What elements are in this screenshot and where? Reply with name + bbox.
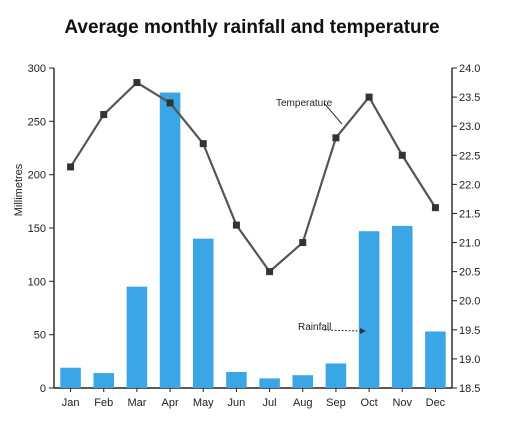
rainfall-bar [93, 373, 115, 388]
y2-tick-label: 20.0 [459, 296, 480, 308]
y2-tick-label: 19.0 [459, 354, 480, 366]
temperature-line [69, 81, 437, 274]
x-tick-label: Nov [392, 397, 412, 409]
temperature-point [133, 79, 141, 87]
rainfall-bar [358, 231, 380, 388]
x-tick-label: Dec [426, 397, 446, 409]
y-axis-label: Millimetres [13, 163, 25, 216]
rainfall-bar [126, 286, 148, 388]
y2-tick-label: 22.5 [459, 150, 480, 162]
temperature-point [67, 163, 75, 171]
rainfall-bar [159, 92, 181, 389]
y-tick-label: 300 [28, 63, 46, 75]
rainfall-bar [425, 331, 446, 388]
y2-tick-label: 21.5 [459, 208, 480, 220]
rainfall-annotation: Rainfall [298, 322, 331, 333]
y-tick-label: 250 [28, 116, 46, 128]
x-tick-label: Jun [228, 397, 246, 409]
temperature-point [266, 268, 274, 276]
x-tick-label: Mar [127, 397, 146, 409]
y2-tick-label: 18.5 [459, 383, 480, 395]
temperature-point [365, 93, 373, 101]
rainfall-annotation-arrow [360, 328, 366, 334]
y2-tick-label: 23.5 [459, 92, 480, 104]
temperature-point [398, 151, 406, 159]
temperature-annotation-leader [323, 102, 343, 125]
rainfall-bar [192, 238, 214, 388]
rainfall-bar [325, 363, 347, 388]
temperature-annotation: Temperature [276, 98, 333, 109]
rainfall-bar [60, 367, 81, 388]
x-tick-label: Feb [94, 397, 113, 409]
y-tick-label: 100 [28, 276, 46, 288]
rainfall-bar [259, 378, 280, 388]
temperature-point [332, 134, 340, 142]
rainfall-annotation-leader [323, 329, 361, 332]
x-tick-label: Sep [326, 397, 346, 409]
rainfall-bar [391, 225, 413, 388]
temperature-point [431, 204, 439, 212]
plot-area: 0 50 100 150 200 250 300 18.5 19.0 19.5 20.0 20.5 21… [28, 63, 481, 409]
temperature-point [299, 239, 307, 247]
rainfall-bar [292, 375, 314, 388]
temperature-point [100, 111, 108, 119]
y-tick-label: 50 [34, 330, 46, 342]
y2-tick-label: 20.5 [459, 267, 480, 279]
x-tick-label: May [193, 397, 214, 409]
rainfall-bar [226, 372, 247, 388]
y2-tick-label: 21.0 [459, 238, 480, 250]
y2-tick-label: 19.5 [459, 325, 480, 337]
y2-tick-label: 22.0 [459, 179, 480, 191]
temperature-point [166, 99, 174, 107]
temperature-point [232, 221, 240, 229]
x-tick-label: Oct [361, 397, 378, 409]
y-tick-label: 200 [28, 170, 46, 182]
y2-tick-label: 23.0 [459, 121, 480, 133]
x-tick-label: Jul [263, 397, 277, 409]
x-tick-label: Apr [162, 397, 179, 409]
x-tick-label: Aug [293, 397, 313, 409]
x-tick-label: Jan [62, 397, 80, 409]
chart-title: Average monthly rainfall and temperature [64, 17, 439, 38]
y-tick-label: 150 [28, 223, 46, 235]
y2-tick-label: 24.0 [459, 63, 480, 75]
y-tick-label: 0 [40, 383, 46, 395]
temperature-point [199, 140, 207, 148]
